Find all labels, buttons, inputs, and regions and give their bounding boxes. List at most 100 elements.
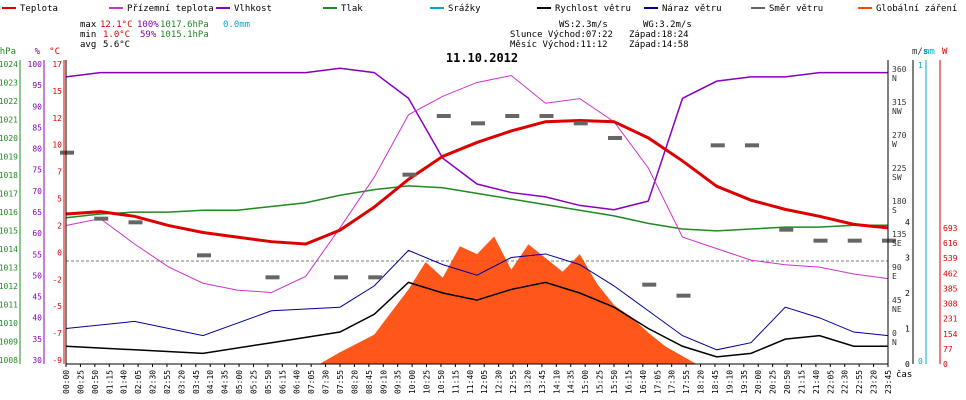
- x-tick-label: 19:10: [725, 370, 734, 394]
- legend-item: Globální záření: [858, 4, 957, 14]
- series-humidity: [65, 67, 888, 211]
- y-tick-label: 1023: [0, 79, 18, 88]
- x-tick-label: 21:15: [797, 370, 806, 394]
- x-tick-label: 22:55: [855, 370, 864, 394]
- x-tick-label: 15:50: [610, 370, 619, 394]
- x-tick-label: 16:40: [639, 370, 648, 394]
- y-tick-label: 2: [905, 289, 910, 298]
- y-tick-label: 1022: [0, 97, 18, 106]
- stats-slunce-zapad: Západ:18:24: [629, 30, 689, 40]
- y-tick-label: 1012: [0, 282, 18, 291]
- y-axis-title: mm: [924, 47, 935, 57]
- wind-direction-mark: [471, 121, 485, 126]
- x-tick-label: 20:25: [769, 370, 778, 394]
- y-tick-label: -5: [52, 302, 62, 311]
- y-tick-label: 1019: [0, 153, 18, 162]
- stats-avg-label: avg: [80, 40, 96, 50]
- stats-max-label: max: [80, 20, 97, 30]
- x-tick-label: 07:30: [322, 370, 331, 394]
- stats-wg: WG:3.2m/s: [643, 20, 692, 30]
- y-tick-label: SW: [892, 173, 902, 182]
- stats-min-label: min: [80, 30, 96, 40]
- legend-label: Srážky: [448, 4, 481, 14]
- x-tick-label: 17:05: [653, 370, 662, 394]
- legend: Teplota Přízemní teplota Vlhkost Tlak Srážky…: [2, 4, 957, 14]
- x-tick-label: 13:45: [538, 370, 547, 394]
- y-tick-label: 30: [32, 356, 42, 365]
- y-tick-label: 1017: [0, 190, 18, 199]
- wind-direction-mark: [197, 253, 211, 258]
- y-tick-label: 0: [892, 329, 897, 338]
- x-tick-label: 14:35: [567, 370, 576, 394]
- y-axis-title: m/s: [912, 47, 928, 57]
- y-axis-title: W: [942, 47, 948, 57]
- y-tick-label: 95: [32, 81, 42, 90]
- y-tick-label: 1016: [0, 208, 18, 217]
- series-pressure: [65, 185, 888, 232]
- legend-item: Náraz větru: [644, 4, 722, 14]
- y-tick-label: -2: [52, 275, 62, 284]
- legend-label: Teplota: [20, 4, 58, 14]
- y-tick-label: 616: [943, 239, 958, 248]
- wind-direction-mark: [128, 220, 143, 225]
- legend-label: Náraz větru: [662, 4, 722, 14]
- stats-mesic: Měsíc Východ:11:12: [510, 40, 608, 50]
- y-tick-label: 45: [892, 296, 902, 305]
- x-tick-label: 12:55: [509, 370, 518, 394]
- y-tick-label: 10: [52, 141, 62, 150]
- y-tick-label: 1013: [0, 264, 18, 273]
- wind-direction-mark: [642, 282, 657, 287]
- plot-area: [60, 67, 896, 364]
- y-tick-label: 40: [32, 314, 42, 323]
- x-tick-label: 02:05: [134, 370, 143, 394]
- y-tick-label: 462: [943, 269, 958, 278]
- legend-item: Přízemní teplota: [109, 4, 214, 14]
- wind-direction-mark: [847, 238, 862, 243]
- wind-direction-mark: [539, 114, 554, 118]
- y-tick-label: 75: [32, 166, 42, 175]
- x-tick-label: 06:40: [293, 370, 302, 394]
- wind-direction-mark: [882, 238, 896, 243]
- y-tick-label: 1018: [0, 171, 18, 180]
- legend-item: Tlak: [323, 4, 363, 14]
- series-wind-gust: [65, 249, 889, 351]
- wind-direction-mark: [334, 275, 348, 280]
- x-tick-label: 08:45: [365, 370, 374, 394]
- y-tick-label: 135: [892, 230, 907, 239]
- x-tick-label: 22:05: [826, 370, 835, 394]
- x-tick-label: 02:55: [163, 370, 172, 394]
- x-tick-label: 03:45: [192, 370, 201, 394]
- y-tick-label: 80: [32, 145, 42, 154]
- legend-label: Vlhkost: [234, 4, 272, 14]
- x-tick-label: 12:05: [480, 370, 489, 394]
- y-tick-label: 15: [52, 87, 62, 96]
- x-tick-label: 11:15: [451, 370, 460, 394]
- stats-avg-temp: 5.6°C: [103, 40, 130, 50]
- x-tick-label: 04:10: [206, 370, 215, 394]
- x-tick-label: 00:00: [62, 370, 71, 394]
- x-tick-label: 06:15: [278, 370, 287, 394]
- x-tick-label: 20:50: [783, 370, 792, 394]
- x-tick-label: 07:55: [336, 370, 345, 394]
- y-tick-label: 1011: [0, 301, 18, 310]
- y-tick-label: 35: [32, 335, 42, 344]
- x-tick-label: 11:40: [466, 370, 475, 394]
- x-tick-label: 09:35: [394, 370, 403, 394]
- axes: hPa1024102310221021102010191018101710161…: [0, 47, 958, 394]
- wind-direction-mark: [94, 216, 109, 221]
- x-tick-label: 01:15: [105, 370, 114, 394]
- wind-direction-mark: [676, 293, 691, 298]
- y-tick-label: 231: [943, 315, 958, 324]
- y-tick-label: 1: [918, 61, 923, 70]
- stats-min-press: 1015.1hPa: [160, 30, 209, 40]
- y-tick-label: 539: [943, 254, 958, 263]
- y-tick-label: 70: [32, 187, 42, 196]
- x-tick-label: 07:05: [307, 370, 316, 394]
- y-tick-label: 308: [943, 300, 958, 309]
- stats-mesic-zapad: Západ:14:58: [629, 40, 689, 50]
- x-tick-label: 08:20: [350, 370, 359, 394]
- y-tick-label: 1010: [0, 319, 18, 328]
- y-tick-label: -7: [52, 329, 62, 338]
- legend-item: Směr větru: [751, 4, 823, 14]
